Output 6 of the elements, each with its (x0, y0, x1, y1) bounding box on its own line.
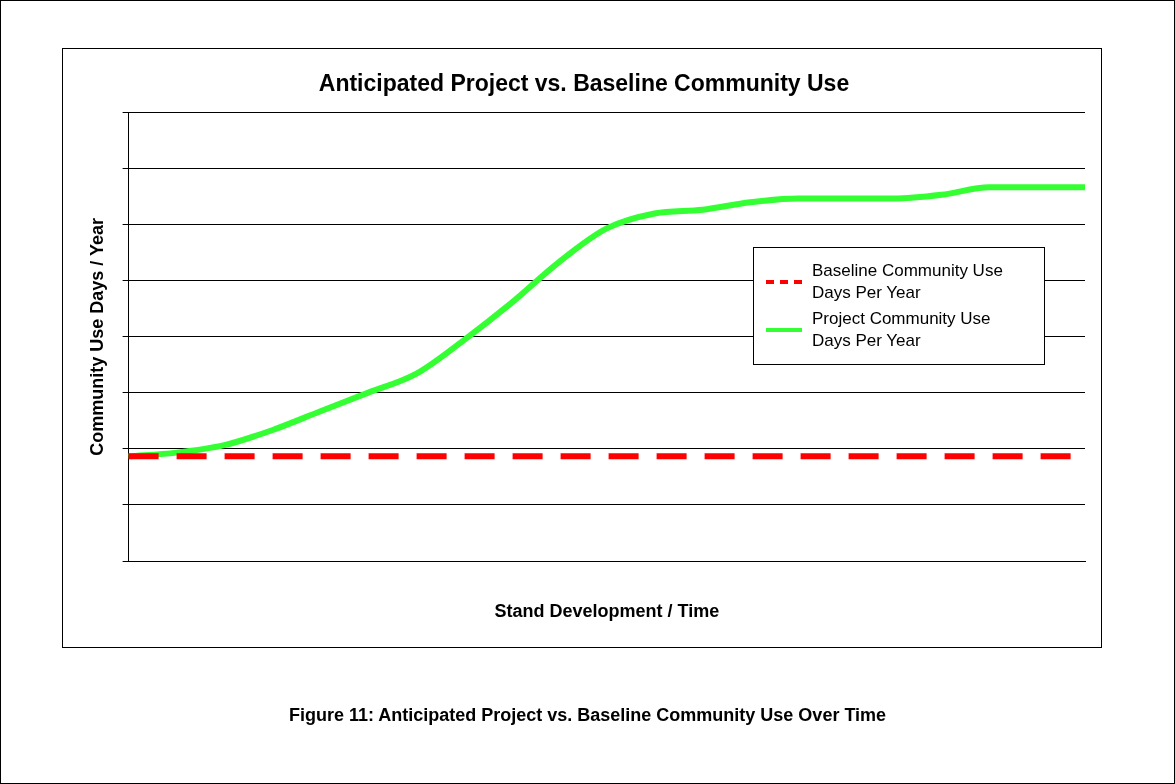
x-axis-title: Stand Development / Time (494, 601, 720, 622)
y-axis-title: Community Use Days / Year (86, 217, 107, 456)
caption: Figure 11: Anticipated Project vs. Baseline Community Use Over Time (287, 705, 888, 726)
legend-label: Baseline Community Use Days Per Year (812, 260, 1004, 305)
legend-label: Project Community Use Days Per Year (812, 308, 992, 353)
chart-title: Anticipated Project vs. Baseline Community Use (318, 70, 850, 97)
